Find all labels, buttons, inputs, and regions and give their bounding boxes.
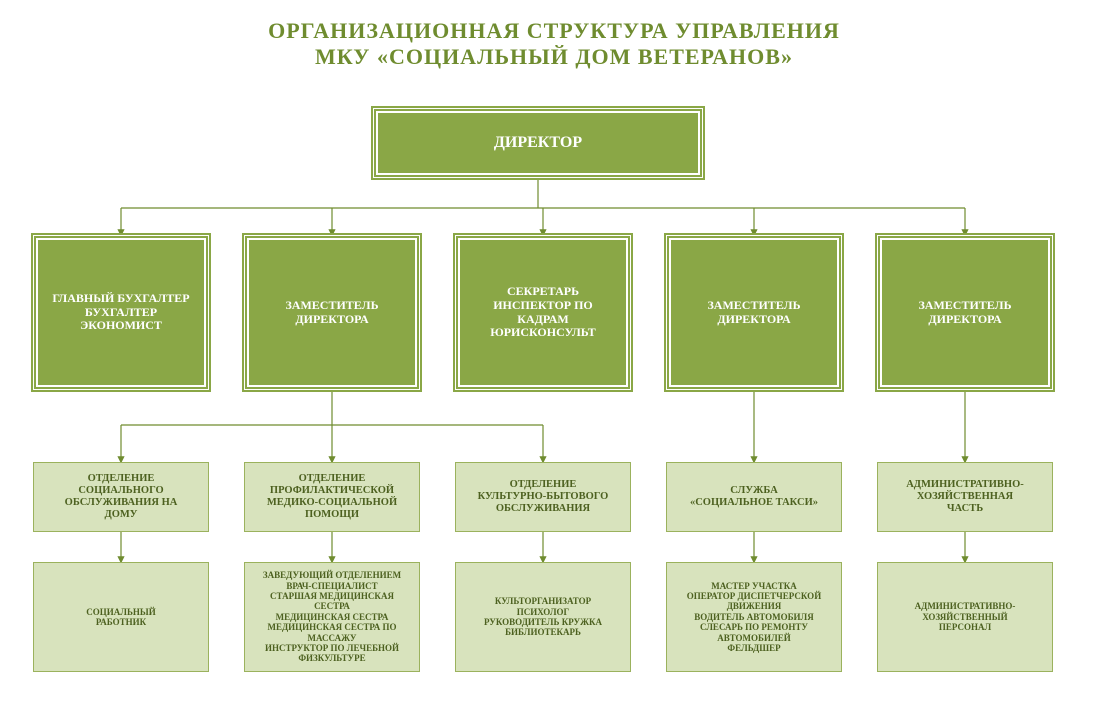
node-staff-medical-line-7: ИНСТРУКТОР ПО ЛЕЧЕБНОЙ xyxy=(265,643,399,653)
title-line-2: МКУ «СОЦИАЛЬНЫЙ ДОМ ВЕТЕРАНОВ» xyxy=(0,44,1108,70)
node-staff-admin: АДМИНИСТРАТИВНО-ХОЗЯЙСТВЕННЫЙПЕРСОНАЛ xyxy=(877,562,1053,672)
node-staff-culture-line-3: БИБЛИОТЕКАРЬ xyxy=(505,627,581,637)
node-staff-admin-line-2: ПЕРСОНАЛ xyxy=(939,622,991,632)
node-staff-medical-line-1: ВРАЧ-СПЕЦИАЛИСТ xyxy=(286,581,377,591)
node-secretary: СЕКРЕТАРЬИНСПЕКТОР ПОКАДРАМЮРИСКОНСУЛЬТ xyxy=(455,235,631,390)
node-deputy-2-line-0: ЗАМЕСТИТЕЛЬ xyxy=(707,299,800,313)
node-dept-culture-line-1: КУЛЬТУРНО-БЫТОВОГО xyxy=(478,491,609,503)
node-secretary-line-1: ИНСПЕКТОР ПО xyxy=(493,299,593,313)
node-deputy-3-line-0: ЗАМЕСТИТЕЛЬ xyxy=(918,299,1011,313)
node-staff-taxi-line-1: ОПЕРАТОР ДИСПЕТЧЕРСКОЙ xyxy=(687,591,821,601)
node-deputy-1-line-0: ЗАМЕСТИТЕЛЬ xyxy=(285,299,378,313)
node-staff-medical-line-8: ФИЗКУЛЬТУРЕ xyxy=(298,653,365,663)
node-director-label: ДИРЕКТОР xyxy=(494,134,582,152)
node-deputy-3-line-1: ДИРЕКТОРА xyxy=(928,313,1001,327)
node-secretary-line-0: СЕКРЕТАРЬ xyxy=(507,285,579,299)
node-staff-medical-line-4: МЕДИЦИНСКАЯ СЕСТРА xyxy=(276,612,389,622)
node-dept-social-home-line-1: СОЦИАЛЬНОГО xyxy=(78,485,163,497)
node-deputy-2-line-1: ДИРЕКТОРА xyxy=(717,313,790,327)
node-deputy-1-line-1: ДИРЕКТОРА xyxy=(295,313,368,327)
node-dept-admin-line-0: АДМИНИСТРАТИВНО- xyxy=(906,479,1024,491)
node-dept-medical-line-1: ПРОФИЛАКТИЧЕСКОЙ xyxy=(270,485,394,497)
node-dept-admin-line-2: ЧАСТЬ xyxy=(947,503,983,515)
node-finance-line-0: ГЛАВНЫЙ БУХГАЛТЕР xyxy=(52,292,189,306)
node-secretary-line-2: КАДРАМ xyxy=(517,313,568,327)
node-staff-social-line-1: РАБОТНИК xyxy=(96,617,146,627)
node-dept-taxi-line-1: «СОЦИАЛЬНОЕ ТАКСИ» xyxy=(690,497,818,509)
node-dept-medical-line-3: ПОМОЩИ xyxy=(305,509,359,521)
node-finance: ГЛАВНЫЙ БУХГАЛТЕРБУХГАЛТЕРЭКОНОМИСТ xyxy=(33,235,209,390)
node-staff-medical-line-5: МЕДИЦИНСКАЯ СЕСТРА ПО xyxy=(267,622,396,632)
node-dept-admin-line-1: ХОЗЯЙСТВЕННАЯ xyxy=(917,491,1013,503)
node-deputy-1: ЗАМЕСТИТЕЛЬДИРЕКТОРА xyxy=(244,235,420,390)
node-staff-culture-line-2: РУКОВОДИТЕЛЬ КРУЖКА xyxy=(484,617,602,627)
node-staff-taxi-line-2: ДВИЖЕНИЯ xyxy=(727,601,782,611)
node-staff-taxi-line-5: АВТОМОБИЛЕЙ xyxy=(717,633,790,643)
node-finance-line-1: БУХГАЛТЕР xyxy=(85,306,157,320)
node-staff-culture-line-0: КУЛЬТОРГАНИЗАТОР xyxy=(495,596,591,606)
node-staff-taxi: МАСТЕР УЧАСТКАОПЕРАТОР ДИСПЕТЧЕРСКОЙДВИЖ… xyxy=(666,562,842,672)
node-dept-social-home-line-2: ОБСЛУЖИВАНИЯ НА xyxy=(65,497,178,509)
node-staff-medical-line-6: МАССАЖУ xyxy=(308,633,357,643)
title-line-1: ОРГАНИЗАЦИОННАЯ СТРУКТУРА УПРАВЛЕНИЯ xyxy=(0,18,1108,44)
node-staff-medical-line-0: ЗАВЕДУЮЩИЙ ОТДЕЛЕНИЕМ xyxy=(263,570,401,580)
chart-title: ОРГАНИЗАЦИОННАЯ СТРУКТУРА УПРАВЛЕНИЯ МКУ… xyxy=(0,18,1108,70)
node-staff-taxi-line-0: МАСТЕР УЧАСТКА xyxy=(711,581,797,591)
node-dept-social-home: ОТДЕЛЕНИЕСОЦИАЛЬНОГООБСЛУЖИВАНИЯ НАДОМУ xyxy=(33,462,209,532)
node-staff-medical: ЗАВЕДУЮЩИЙ ОТДЕЛЕНИЕМВРАЧ-СПЕЦИАЛИСТСТАР… xyxy=(244,562,420,672)
node-secretary-line-3: ЮРИСКОНСУЛЬТ xyxy=(490,326,596,340)
node-dept-medical-line-0: ОТДЕЛЕНИЕ xyxy=(299,473,366,485)
node-dept-taxi-line-0: СЛУЖБА xyxy=(730,485,778,497)
node-staff-medical-line-2: СТАРШАЯ МЕДИЦИНСКАЯ xyxy=(270,591,394,601)
node-staff-taxi-line-4: СЛЕСАРЬ ПО РЕМОНТУ xyxy=(700,622,808,632)
node-staff-taxi-line-6: ФЕЛЬДШЕР xyxy=(727,643,780,653)
node-staff-taxi-line-3: ВОДИТЕЛЬ АВТОМОБИЛЯ xyxy=(694,612,813,622)
node-director: ДИРЕКТОР xyxy=(373,108,703,178)
node-finance-line-2: ЭКОНОМИСТ xyxy=(80,319,162,333)
node-dept-culture-line-2: ОБСЛУЖИВАНИЯ xyxy=(496,503,590,515)
node-dept-medical: ОТДЕЛЕНИЕПРОФИЛАКТИЧЕСКОЙМЕДИКО-СОЦИАЛЬН… xyxy=(244,462,420,532)
node-dept-social-home-line-3: ДОМУ xyxy=(104,509,137,521)
node-dept-admin: АДМИНИСТРАТИВНО-ХОЗЯЙСТВЕННАЯЧАСТЬ xyxy=(877,462,1053,532)
node-staff-culture-line-1: ПСИХОЛОГ xyxy=(517,607,570,617)
node-deputy-2: ЗАМЕСТИТЕЛЬДИРЕКТОРА xyxy=(666,235,842,390)
node-dept-medical-line-2: МЕДИКО-СОЦИАЛЬНОЙ xyxy=(267,497,397,509)
node-dept-culture: ОТДЕЛЕНИЕКУЛЬТУРНО-БЫТОВОГООБСЛУЖИВАНИЯ xyxy=(455,462,631,532)
node-staff-admin-line-0: АДМИНИСТРАТИВНО- xyxy=(915,601,1016,611)
node-staff-admin-line-1: ХОЗЯЙСТВЕННЫЙ xyxy=(922,612,1007,622)
node-dept-social-home-line-0: ОТДЕЛЕНИЕ xyxy=(88,473,155,485)
node-staff-social: СОЦИАЛЬНЫЙРАБОТНИК xyxy=(33,562,209,672)
node-staff-social-line-0: СОЦИАЛЬНЫЙ xyxy=(86,607,156,617)
node-staff-culture: КУЛЬТОРГАНИЗАТОРПСИХОЛОГРУКОВОДИТЕЛЬ КРУ… xyxy=(455,562,631,672)
node-dept-culture-line-0: ОТДЕЛЕНИЕ xyxy=(510,479,577,491)
node-staff-medical-line-3: СЕСТРА xyxy=(314,601,350,611)
node-dept-taxi: СЛУЖБА«СОЦИАЛЬНОЕ ТАКСИ» xyxy=(666,462,842,532)
node-deputy-3: ЗАМЕСТИТЕЛЬДИРЕКТОРА xyxy=(877,235,1053,390)
